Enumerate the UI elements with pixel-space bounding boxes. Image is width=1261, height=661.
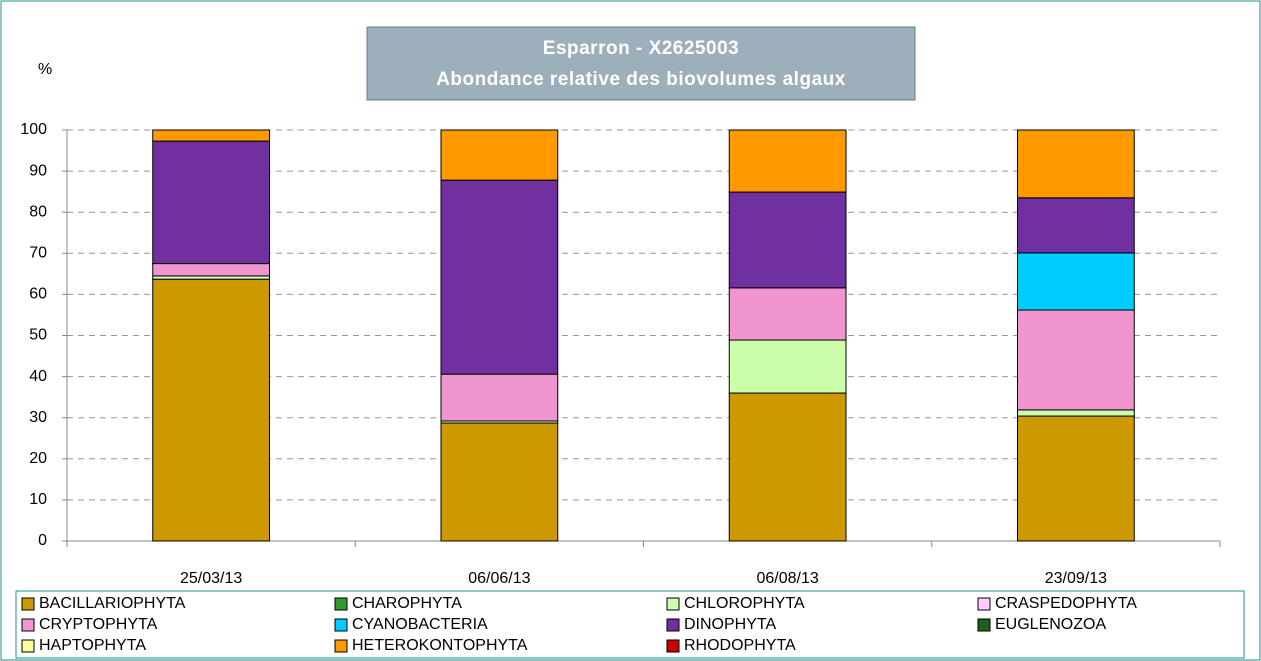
bar-segment: [1017, 197, 1135, 254]
legend-label: CHAROPHYTA: [352, 595, 462, 612]
legend-swatch: [334, 597, 348, 611]
bar-segment: [440, 129, 559, 181]
legend-swatch: [666, 639, 680, 653]
x-tick-label: 25/03/13: [180, 570, 242, 587]
bar-segment: [728, 392, 847, 542]
bar-segment: [1017, 309, 1135, 411]
legend-swatch: [21, 618, 35, 632]
legend-label: CRASPEDOPHYTA: [995, 595, 1137, 612]
y-tick-label: 40: [29, 368, 47, 385]
bar-segment: [152, 278, 270, 542]
y-tick-label: 80: [29, 203, 47, 220]
bar-segment: [1017, 252, 1135, 311]
y-tick-label: 60: [29, 286, 47, 303]
y-tick-label: 50: [29, 327, 47, 344]
legend-label: CHLOROPHYTA: [684, 595, 805, 612]
bar-segment: [1017, 409, 1135, 417]
y-tick-label: 30: [29, 409, 47, 426]
bar-segment: [152, 140, 270, 265]
y-tick-label: 100: [20, 121, 47, 138]
bar-segment: [728, 191, 847, 289]
y-tick-label: 10: [29, 491, 47, 508]
legend-box: [15, 590, 1245, 659]
legend-swatch: [21, 639, 35, 653]
legend-swatch: [334, 618, 348, 632]
legend-swatch: [21, 597, 35, 611]
bar-segment: [440, 179, 559, 375]
bar-segment: [440, 422, 559, 542]
legend-label: DINOPHYTA: [684, 616, 776, 633]
bar-segment: [440, 373, 559, 422]
y-tick-label: 0: [38, 532, 47, 549]
legend-label: CYANOBACTERIA: [352, 616, 488, 633]
x-tick-label: 06/06/13: [468, 570, 530, 587]
y-axis-label: %: [38, 61, 52, 78]
legend-label: BACILLARIOPHYTA: [39, 595, 186, 612]
legend-label: CRYPTOPHYTA: [39, 616, 158, 633]
title-box: [366, 26, 916, 101]
bar-segment: [1017, 129, 1135, 199]
legend-label: RHODOPHYTA: [684, 637, 796, 654]
bar-segment: [152, 263, 270, 277]
x-tick-label: 23/09/13: [1045, 570, 1107, 587]
bar-segment: [152, 129, 270, 142]
legend-swatch: [666, 597, 680, 611]
x-tick-label: 06/08/13: [756, 570, 818, 587]
legend-label: HETEROKONTOPHYTA: [352, 637, 528, 654]
legend-swatch: [977, 618, 991, 632]
legend-label: EUGLENOZOA: [995, 616, 1106, 633]
legend-swatch: [666, 618, 680, 632]
legend-swatch: [334, 639, 348, 653]
bar-segment: [728, 339, 847, 394]
y-tick-label: 90: [29, 162, 47, 179]
bar-segment: [728, 287, 847, 341]
y-tick-label: 70: [29, 245, 47, 262]
legend-swatch: [977, 597, 991, 611]
bar-segment: [1017, 415, 1135, 542]
chart-subtitle: Abondance relative des biovolumes algaux: [436, 69, 846, 90]
chart-title: Esparron - X2625003: [543, 38, 739, 59]
y-tick-label: 20: [29, 450, 47, 467]
legend-label: HAPTOPHYTA: [39, 637, 146, 654]
bar-segment: [728, 129, 847, 193]
